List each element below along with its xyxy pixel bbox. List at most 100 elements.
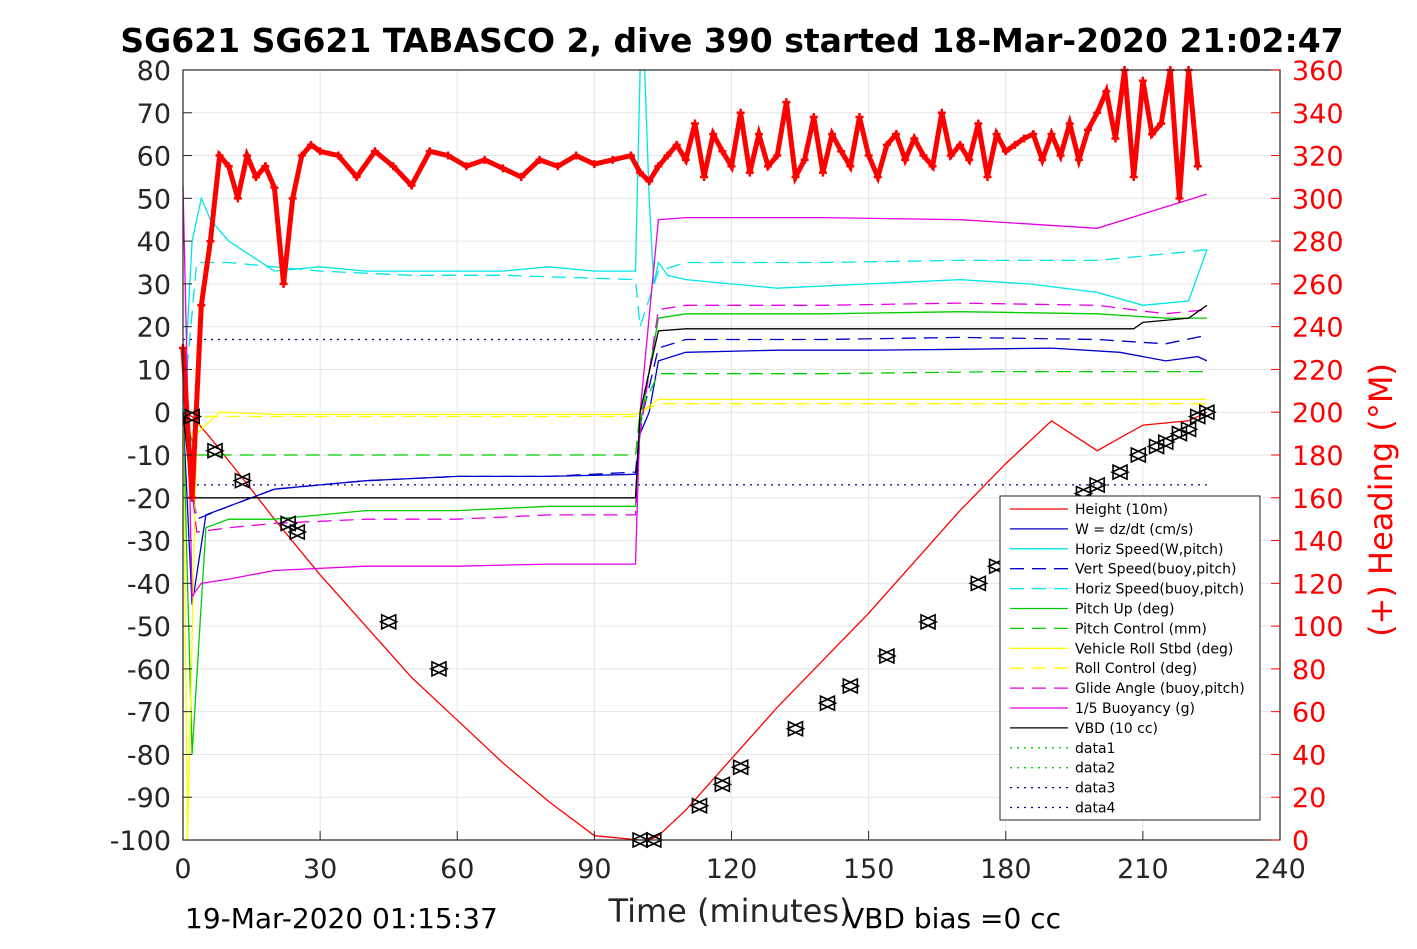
x-tick-label: 210: [1117, 854, 1169, 885]
heading-point: [1047, 130, 1056, 139]
bottom-axis-ticks: 0 30 60 90 120 150 180 210 240: [174, 831, 1306, 885]
heading-point: [535, 155, 544, 164]
heading-point: [206, 237, 215, 246]
y-right-tick-label: 260: [1292, 270, 1344, 301]
x-axis-label: Time (minutes): [608, 892, 852, 930]
heading-point: [1111, 134, 1120, 143]
legend-label: data3: [1075, 781, 1115, 797]
heading-point: [681, 155, 690, 164]
y-right-tick-label: 0: [1292, 826, 1309, 857]
position-marker: [278, 515, 296, 532]
heading-point: [197, 301, 206, 310]
series-line: [182, 403, 1207, 435]
heading-point: [1102, 87, 1111, 96]
heading-point: [873, 172, 882, 181]
heading-point: [279, 279, 288, 288]
position-marker: [1087, 476, 1105, 494]
heading-point: [828, 130, 837, 139]
x-tick-label: 240: [1254, 854, 1306, 885]
series-line: [182, 249, 1207, 413]
heading-point: [462, 162, 471, 171]
position-marker: [968, 575, 987, 592]
heading-point: [764, 162, 773, 171]
heading-point: [306, 140, 315, 149]
heading-point: [1093, 108, 1102, 117]
heading-point: [608, 155, 617, 164]
position-marker: [205, 442, 223, 459]
heading-point: [224, 162, 233, 171]
heading-point: [956, 140, 965, 149]
legend-label: data2: [1075, 761, 1115, 777]
legend-label: VBD (10 cc): [1075, 721, 1158, 737]
heading-point: [864, 151, 873, 160]
heading-point: [892, 130, 901, 139]
heading-point: [791, 172, 800, 181]
y-left-tick-label: 30: [137, 270, 171, 301]
heading-point: [334, 151, 343, 160]
position-marker: [287, 523, 306, 541]
y-right-tick-label: 200: [1292, 398, 1344, 429]
heading-point: [553, 162, 562, 171]
legend-label: Pitch Control (mm): [1075, 621, 1207, 637]
heading-point: [846, 162, 855, 171]
position-marker: [1110, 463, 1128, 481]
heading-point: [855, 113, 864, 122]
y-right-tick-label: 140: [1292, 527, 1344, 558]
legend-label: data4: [1075, 801, 1116, 817]
heading-point: [1129, 172, 1138, 181]
legend-label: Height (10m): [1075, 502, 1168, 518]
y-right-tick-label: 300: [1292, 184, 1344, 215]
position-marker: [429, 660, 447, 678]
series-line: [182, 311, 1207, 755]
x-tick-label: 120: [706, 854, 758, 885]
y-left-tick-label: -40: [127, 569, 171, 600]
heading-point: [288, 194, 297, 203]
heading-point: [425, 147, 434, 156]
heading-point: [572, 151, 581, 160]
position-marker: [918, 613, 936, 631]
y-left-tick-label: -60: [127, 655, 171, 686]
series-line: [182, 398, 1207, 841]
heading-point: [818, 168, 827, 177]
y-left-tick-label: 80: [137, 56, 171, 87]
y-right-tick-label: 320: [1292, 142, 1344, 173]
heading-point: [745, 168, 754, 177]
heading-point: [928, 162, 937, 171]
y-right-tick-label: 40: [1292, 740, 1326, 771]
heading-point: [800, 155, 809, 164]
heading-point: [498, 164, 507, 173]
right-axis-label: (+) Heading (°M): [1362, 363, 1400, 637]
heading-point: [901, 155, 910, 164]
y-left-tick-label: -20: [127, 484, 171, 515]
position-marker: [232, 472, 251, 489]
legend-label: Pitch Up (deg): [1075, 602, 1174, 618]
heading-point: [937, 108, 946, 117]
heading-point: [1138, 76, 1147, 85]
position-marker: [785, 720, 804, 738]
heading-point: [672, 140, 681, 149]
heading-point: [690, 119, 699, 128]
y-right-tick-label: 240: [1292, 313, 1344, 344]
heading-point: [1074, 155, 1083, 164]
series-line: [182, 370, 1207, 456]
x-tick-label: 60: [440, 854, 474, 885]
position-marker: [877, 647, 895, 665]
x-tick-label: 0: [174, 854, 191, 885]
y-left-tick-label: -70: [127, 698, 171, 729]
position-marker: [378, 613, 397, 631]
y-left-tick-label: 50: [137, 184, 171, 215]
y-right-tick-label: 100: [1292, 612, 1344, 643]
legend-label: Roll Control (deg): [1075, 661, 1197, 677]
y-left-tick-label: -10: [127, 441, 171, 472]
x-tick-label: 90: [577, 854, 611, 885]
y-left-tick-label: -30: [127, 527, 171, 558]
y-right-tick-label: 20: [1292, 783, 1326, 814]
legend-items: Height (10m) W = dz/dt (cm/s) Horiz Speed(…: [1010, 502, 1245, 817]
y-right-tick-label: 180: [1292, 441, 1344, 472]
heading-point: [718, 147, 727, 156]
heading-point: [261, 162, 270, 171]
legend: Height (10m) W = dz/dt (cm/s) Horiz Speed(…: [999, 495, 1261, 821]
right-axis-ticks: 3603403203002802602402202001801601401201…: [1271, 56, 1344, 857]
